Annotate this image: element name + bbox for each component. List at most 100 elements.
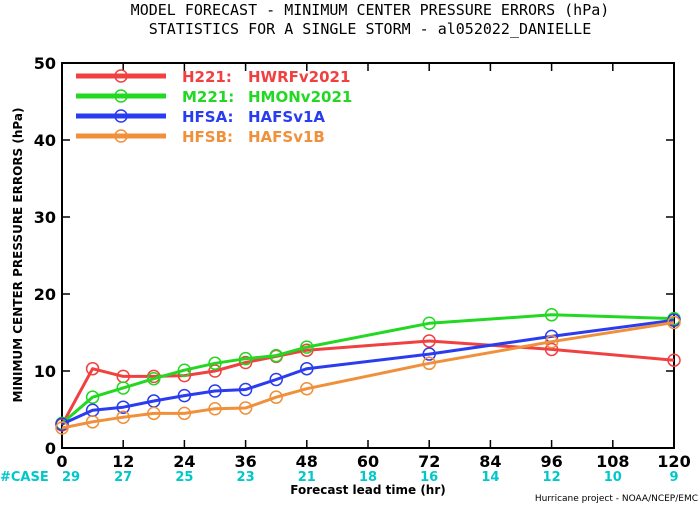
- data-point: [177, 363, 192, 377]
- data-point: [422, 334, 436, 348]
- y-tick-label: 30: [34, 208, 56, 227]
- data-point: [177, 388, 192, 403]
- data-point: [238, 355, 253, 370]
- data-point: [300, 381, 314, 396]
- chart-title-line1: MODEL FORECAST - MINIMUM CENTER PRESSURE…: [131, 1, 610, 19]
- data-point: [55, 421, 69, 435]
- data-point: [55, 417, 69, 431]
- data-point: [208, 356, 222, 371]
- data-point: [208, 384, 222, 398]
- case-count: 21: [298, 470, 316, 485]
- series-layer: [55, 308, 681, 435]
- data-point: [667, 315, 681, 330]
- legend-item-hfsa: HFSA: HAFSv1A: [76, 108, 325, 126]
- legend-marker: [114, 129, 128, 143]
- case-count: 23: [237, 470, 255, 485]
- y-axis: 0 10 20 30 40 50: [34, 54, 674, 458]
- legend-item-m221: M221: HMONv2021: [76, 88, 352, 106]
- data-point: [85, 415, 100, 429]
- data-point: [300, 340, 314, 354]
- x-tick-label: 60: [357, 452, 379, 471]
- legend-name: HMONv2021: [248, 88, 352, 106]
- data-point: [85, 390, 100, 404]
- data-point: [269, 372, 283, 387]
- y-tick-label: 0: [45, 439, 56, 458]
- x-axis-label: Forecast lead time (hr): [290, 483, 446, 497]
- chart-title-line2: STATISTICS FOR A SINGLE STORM - al052022…: [149, 20, 592, 38]
- data-point: [422, 356, 436, 371]
- series-line: [61, 318, 675, 426]
- legend-marker: [114, 89, 128, 103]
- series-hfsa: [55, 313, 681, 431]
- x-axis: 0 12 24 36 48 60 72 84 96 108 120: [56, 63, 691, 471]
- legend-marker: [114, 109, 128, 123]
- legend-item-hfsb: HFSB: HAFSv1B: [76, 128, 325, 146]
- legend-code: M221:: [182, 88, 234, 106]
- data-point: [422, 316, 436, 331]
- x-tick-label: 36: [234, 452, 256, 471]
- legend-code: HFSA:: [182, 108, 234, 126]
- data-point: [116, 400, 130, 414]
- data-point: [208, 401, 222, 416]
- data-point: [147, 371, 161, 386]
- data-point: [177, 406, 192, 421]
- series-line: [61, 321, 675, 430]
- series-line: [60, 339, 675, 426]
- data-point: [238, 401, 253, 415]
- data-point: [300, 361, 314, 376]
- data-point: [238, 382, 253, 397]
- data-point: [667, 353, 681, 367]
- case-count: 9: [669, 470, 678, 485]
- plot-frame: [61, 62, 675, 449]
- data-point: [85, 361, 100, 376]
- legend-item-h221: H221: HWRFv2021: [76, 68, 350, 86]
- data-point: [544, 334, 559, 349]
- data-point: [269, 390, 283, 404]
- case-label: #CASE: [0, 470, 49, 485]
- x-tick-label: 12: [112, 452, 134, 471]
- y-tick-label: 10: [34, 362, 56, 381]
- y-tick-label: 50: [34, 54, 56, 73]
- legend-code: HFSB:: [182, 128, 233, 146]
- data-point: [116, 381, 130, 395]
- data-point: [269, 348, 283, 363]
- case-count: 14: [481, 470, 499, 485]
- series-h221: [55, 334, 681, 432]
- x-tick-label: 84: [479, 452, 501, 471]
- legend-name: HAFSv1B: [248, 128, 325, 146]
- x-tick-label: 120: [657, 452, 690, 471]
- legend-code: H221:: [182, 68, 232, 86]
- y-axis-label: MINIMUM CENTER PRESSURE ERRORS (hPa): [11, 108, 25, 403]
- series-hfsb: [55, 315, 681, 435]
- credit-text: Hurricane project - NOAA/NCEP/EMC: [535, 494, 698, 504]
- y-tick-label: 40: [34, 131, 56, 150]
- x-tick-label: 48: [296, 452, 318, 471]
- case-count: 18: [359, 470, 377, 485]
- x-tick-label: 24: [173, 452, 195, 471]
- data-point: [147, 406, 161, 421]
- x-tick-label: 108: [596, 452, 629, 471]
- data-point: [116, 410, 130, 424]
- series-m221: [55, 308, 681, 431]
- case-count: 12: [543, 470, 561, 485]
- case-count: 10: [604, 470, 622, 485]
- data-point: [208, 364, 222, 378]
- legend: H221: HWRFv2021 M221: HMONv2021 HFSA: HAFSv1A…: [76, 68, 352, 146]
- data-point: [544, 308, 559, 322]
- x-tick-label: 72: [418, 452, 440, 471]
- y-tick-label: 20: [34, 285, 56, 304]
- data-point: [544, 342, 559, 357]
- legend-name: HWRFv2021: [248, 68, 350, 86]
- case-count: 27: [114, 470, 132, 485]
- data-point: [422, 347, 436, 361]
- legend-name: HAFSv1A: [248, 108, 325, 126]
- data-point: [238, 351, 253, 366]
- case-count: 29: [62, 470, 80, 485]
- case-count: 16: [420, 470, 438, 485]
- x-tick-label: 0: [56, 452, 67, 471]
- case-count: 25: [175, 470, 193, 485]
- legend-marker: [114, 69, 128, 83]
- case-counts: 29 27 25 23 21 18 16 14 12 10 9: [62, 470, 679, 485]
- x-tick-label: 96: [540, 452, 562, 471]
